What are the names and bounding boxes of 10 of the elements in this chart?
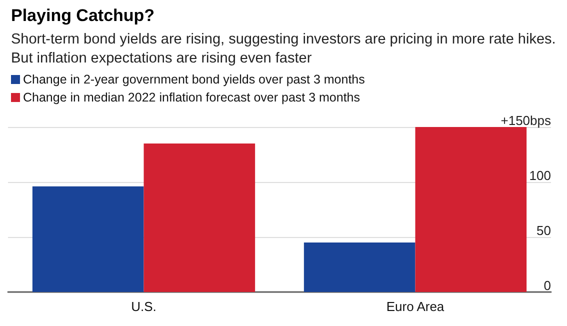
y-tick-label: 50 bbox=[536, 223, 551, 238]
y-tick-label: 100 bbox=[529, 168, 551, 183]
chart-title: Playing Catchup? bbox=[11, 6, 155, 25]
x-tick-label: U.S. bbox=[131, 299, 156, 314]
legend-label: Change in median 2022 inflation forecast over past 3 months bbox=[23, 90, 360, 104]
x-tick-label: Euro Area bbox=[386, 299, 445, 314]
legend-label: Change in 2-year government bond yields over past 3 months bbox=[23, 72, 365, 86]
y-tick-label: 0 bbox=[544, 278, 551, 293]
chart-subtitle: Short-term bond yields are rising, suggesting investors are pricing in more rate hikes. But inflation expectations are rising even faster bbox=[11, 32, 560, 66]
y-tick-label: +150bps bbox=[500, 113, 552, 128]
